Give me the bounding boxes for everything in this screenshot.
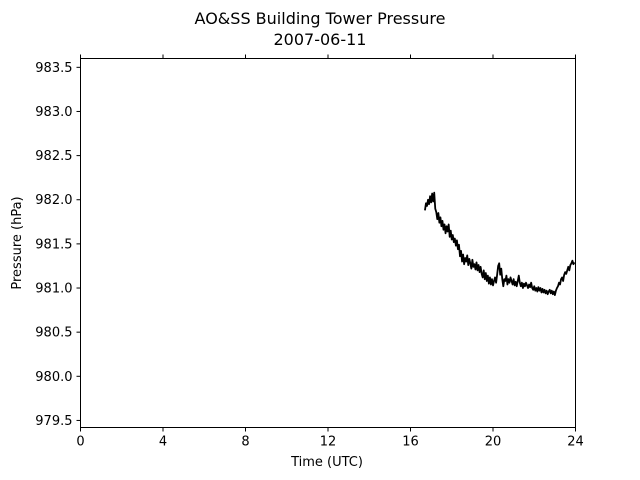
plot-frame xyxy=(80,58,576,428)
y-axis-ticks: 979.5 980.0 980.5 981.0 981.5 982.0 982.5 983.0… xyxy=(35,61,81,429)
y-axis-label: Pressure (hPa) xyxy=(10,196,25,289)
y-tick-label: 981.0 xyxy=(35,282,72,297)
x-tick-label: 8 xyxy=(241,435,249,450)
chart-subtitle: 2007-06-11 xyxy=(274,30,367,49)
x-axis-label: Time (UTC) xyxy=(290,455,363,470)
y-tick-label: 982.0 xyxy=(35,193,72,208)
x-tick-label: 4 xyxy=(159,435,167,450)
x-tick-label: 12 xyxy=(320,435,337,450)
y-tick-label: 980.5 xyxy=(35,326,72,341)
x-axis-ticks: 0 4 8 12 16 20 24 xyxy=(76,54,584,450)
pressure-series-line xyxy=(424,191,576,296)
y-tick-label: 983.5 xyxy=(35,61,72,76)
y-tick-label: 983.0 xyxy=(35,105,72,120)
x-tick-label: 24 xyxy=(567,435,584,450)
x-tick-label: 20 xyxy=(485,435,502,450)
y-tick-label: 980.0 xyxy=(35,370,72,385)
y-tick-label: 981.5 xyxy=(35,237,72,252)
x-tick-label: 0 xyxy=(76,435,84,450)
y-tick-label: 982.5 xyxy=(35,149,72,164)
x-tick-label: 16 xyxy=(402,435,419,450)
chart-title: AO&SS Building Tower Pressure xyxy=(195,9,446,28)
y-tick-label: 979.5 xyxy=(35,414,72,429)
